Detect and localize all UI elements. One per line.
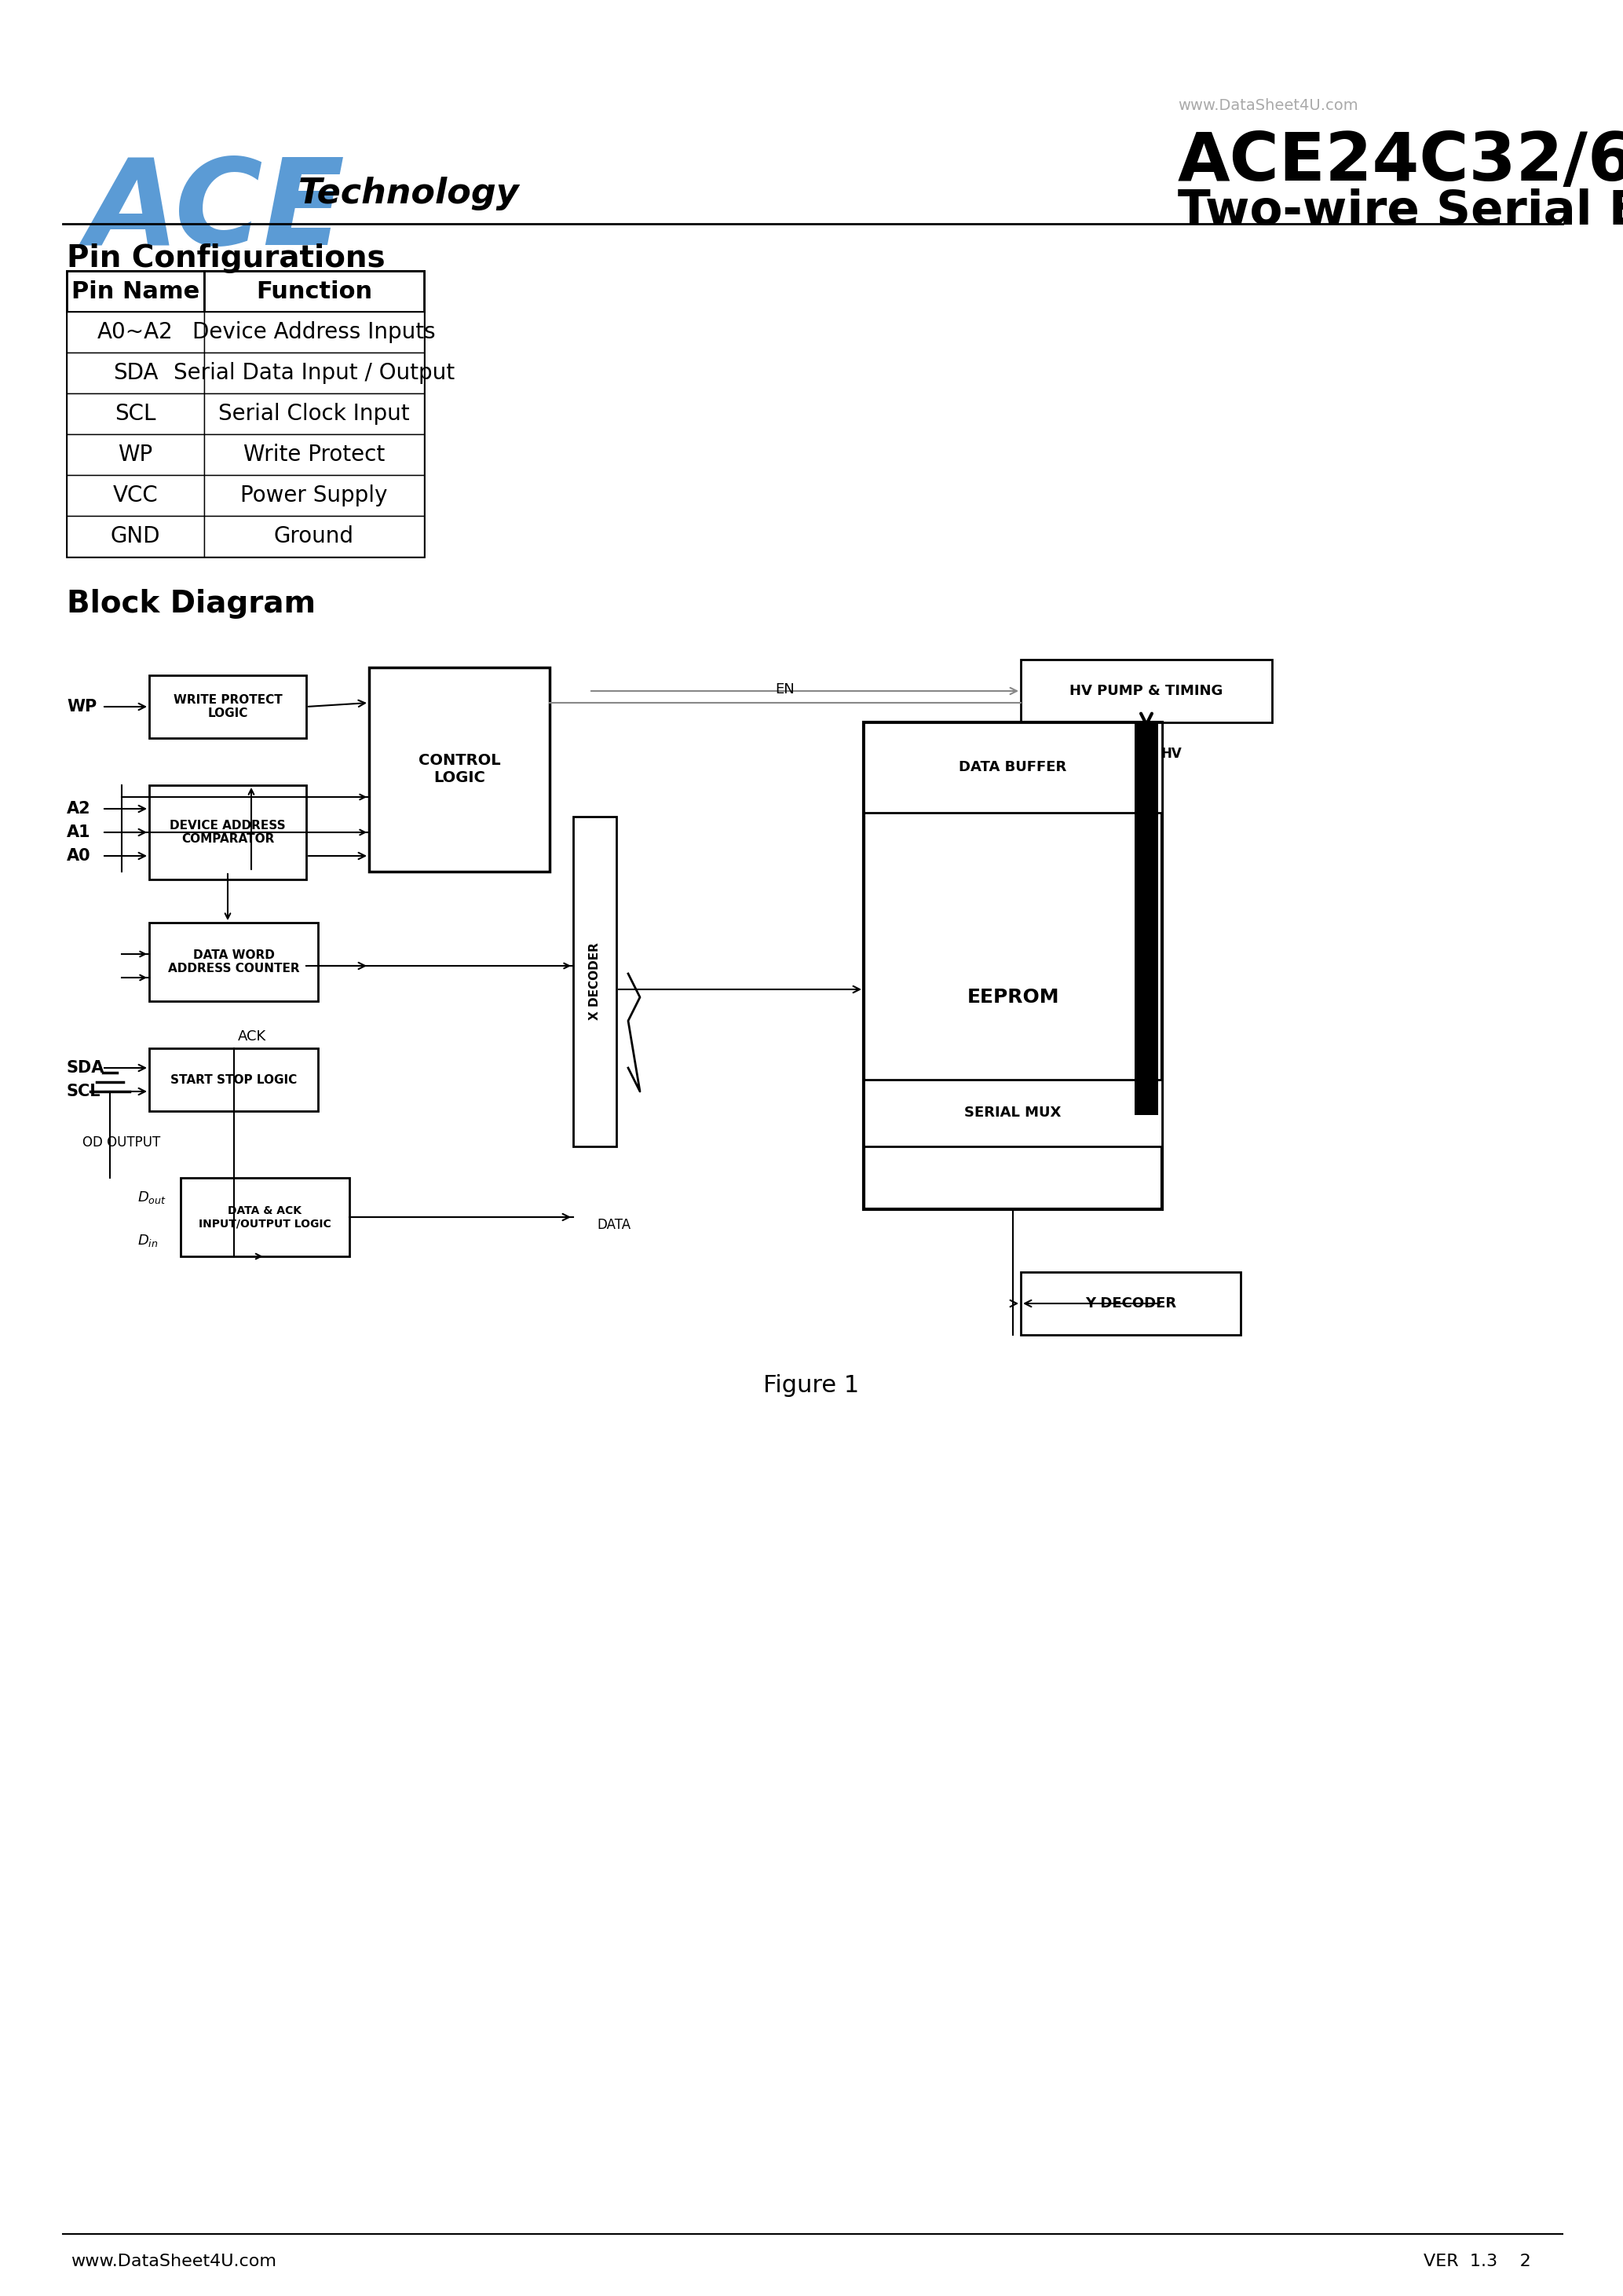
Bar [1021,659,1272,723]
Text: www.DataSheet4U.com: www.DataSheet4U.com [1178,99,1358,113]
Text: www.DataSheet4U.com: www.DataSheet4U.com [71,2255,276,2268]
Text: $D_{in}$: $D_{in}$ [138,1233,157,1249]
Bar [573,817,617,1146]
Bar [67,271,204,312]
Text: Serial Data Input / Output: Serial Data Input / Output [174,363,454,383]
Bar [67,434,204,475]
Text: Pin Name: Pin Name [71,280,200,303]
Bar [204,475,424,517]
Bar [204,354,424,393]
Bar [67,354,204,393]
Text: Technology: Technology [299,177,519,211]
Text: ACE24C32/64: ACE24C32/64 [1178,129,1623,195]
Bar [67,393,204,434]
Text: A1: A1 [67,824,91,840]
Text: Two-wire Serial EEPROM: Two-wire Serial EEPROM [1178,188,1623,234]
Bar [1021,1272,1240,1334]
Bar [863,723,1162,1210]
Text: VCC: VCC [112,484,157,507]
Bar [863,1079,1162,1146]
Bar [149,1049,318,1111]
Text: A2: A2 [67,801,91,817]
Text: $D_{out}$: $D_{out}$ [138,1189,167,1205]
Text: CONTROL
LOGIC: CONTROL LOGIC [419,753,500,785]
Text: DATA BUFFER: DATA BUFFER [959,760,1066,774]
Bar [368,668,550,872]
Text: A0: A0 [67,847,91,863]
Text: VER  1.3    2: VER 1.3 2 [1423,2255,1530,2268]
Bar [67,475,204,517]
Bar [204,271,424,312]
Text: WRITE PROTECT
LOGIC: WRITE PROTECT LOGIC [174,693,282,719]
Text: GND: GND [110,526,161,546]
Text: ACE: ACE [86,154,346,271]
Text: A0~A2: A0~A2 [97,321,174,342]
Bar [67,517,204,556]
Text: EEPROM: EEPROM [967,987,1060,1006]
Text: SCL: SCL [115,402,156,425]
Bar [67,271,424,556]
Text: SDA: SDA [114,363,157,383]
Text: Pin Configurations: Pin Configurations [67,243,385,273]
Bar [204,517,424,556]
Bar [204,312,424,354]
Text: Function: Function [256,280,372,303]
Bar [204,434,424,475]
Text: DATA WORD
ADDRESS COUNTER: DATA WORD ADDRESS COUNTER [167,948,299,974]
Bar [149,923,318,1001]
Text: X DECODER: X DECODER [589,944,601,1019]
Text: WP: WP [118,443,153,466]
Text: HV PUMP & TIMING: HV PUMP & TIMING [1070,684,1224,698]
Text: START STOP LOGIC: START STOP LOGIC [170,1075,297,1086]
Text: SERIAL MUX: SERIAL MUX [964,1107,1061,1120]
Text: EN: EN [776,682,795,696]
Text: SDA: SDA [67,1061,105,1077]
Bar [149,785,307,879]
Text: Serial Clock Input: Serial Clock Input [219,402,409,425]
Text: OD OUTPUT: OD OUTPUT [83,1137,161,1150]
Text: Device Address Inputs: Device Address Inputs [193,321,435,342]
Text: Ground: Ground [274,526,354,546]
Text: Y DECODER: Y DECODER [1086,1297,1177,1311]
Bar [67,312,204,354]
Text: SCL: SCL [67,1084,101,1100]
Bar [1134,723,1159,1116]
Bar [180,1178,349,1256]
Text: Block Diagram: Block Diagram [67,588,316,618]
Text: Write Protect: Write Protect [243,443,385,466]
Text: ACK: ACK [237,1029,266,1045]
Bar [204,393,424,434]
Text: Power Supply: Power Supply [240,484,388,507]
Text: Figure 1: Figure 1 [763,1373,859,1396]
Bar [149,675,307,737]
Text: DATA & ACK
INPUT/OUTPUT LOGIC: DATA & ACK INPUT/OUTPUT LOGIC [198,1205,331,1228]
Bar [863,723,1162,813]
Text: DEVICE ADDRESS
COMPARATOR: DEVICE ADDRESS COMPARATOR [170,820,286,845]
Text: DATA: DATA [597,1217,631,1233]
Text: HV: HV [1160,746,1182,760]
Text: WP: WP [67,698,97,714]
